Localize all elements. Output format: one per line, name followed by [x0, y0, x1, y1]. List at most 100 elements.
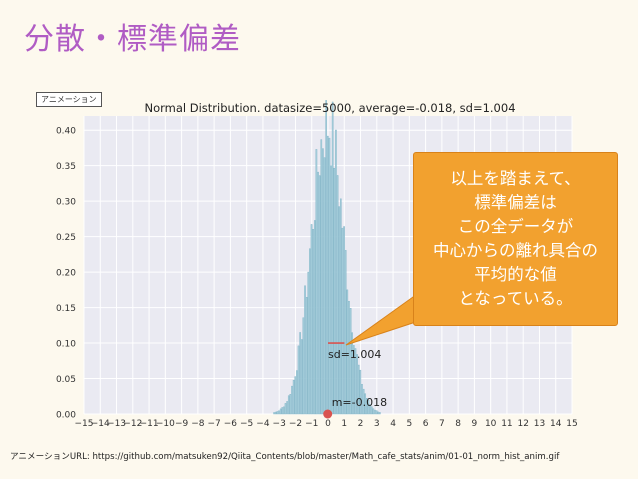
- x-tick-label: −4: [256, 419, 270, 429]
- x-tick-label: −9: [175, 419, 189, 429]
- histogram-bar: [317, 171, 319, 415]
- x-tick-label: −2: [289, 419, 302, 429]
- x-tick-label: −7: [207, 419, 220, 429]
- histogram-bar: [369, 404, 371, 415]
- x-tick-label: 4: [390, 419, 396, 429]
- histogram-bar: [335, 129, 337, 415]
- histogram-bar: [343, 226, 345, 415]
- histogram-bar: [367, 399, 370, 415]
- histogram-bar: [315, 149, 318, 415]
- y-tick-label: 0.10: [56, 340, 76, 350]
- histogram-bar: [362, 388, 365, 415]
- x-tick-label: −8: [191, 419, 205, 429]
- slide-title: 分散・標準偏差: [24, 22, 241, 57]
- histogram-bar: [279, 408, 282, 415]
- x-tick-label: 3: [374, 419, 380, 429]
- histogram-bar: [287, 395, 290, 415]
- histogram-bar: [302, 317, 305, 415]
- histogram-bar: [336, 175, 339, 415]
- x-tick-label: −1: [305, 419, 318, 429]
- x-tick-label: 6: [423, 419, 429, 429]
- histogram-bar: [338, 206, 341, 415]
- x-tick-label: −15: [75, 419, 94, 429]
- callout-line: この全データが: [457, 217, 574, 236]
- callout-line: 標準偏差は: [474, 193, 557, 212]
- x-tick-label: −10: [156, 419, 175, 429]
- histogram-bar: [320, 139, 323, 415]
- histogram-bar: [286, 401, 288, 415]
- x-tick-label: 15: [566, 419, 577, 429]
- histogram-bar: [313, 220, 316, 415]
- x-tick-label: 12: [517, 419, 528, 429]
- x-tick-label: 9: [472, 419, 478, 429]
- histogram-bar: [325, 100, 327, 415]
- histogram-bar: [281, 407, 284, 415]
- histogram-bar: [330, 165, 332, 415]
- x-tick-label: 7: [439, 419, 445, 429]
- histogram-bar: [296, 370, 298, 415]
- y-tick-label: 0.25: [56, 233, 76, 243]
- histogram-bar: [297, 345, 300, 415]
- histogram-bar: [310, 224, 313, 415]
- histogram-bar: [294, 376, 297, 415]
- histogram-bar: [375, 410, 378, 415]
- callout-line: 以上を踏まえて、: [450, 169, 581, 188]
- x-tick-label: 10: [485, 419, 497, 429]
- callout-line: 中心からの離れ具合の: [433, 241, 598, 260]
- histogram-bar: [370, 406, 373, 415]
- source-url: アニメーションURL: https://github.com/matsuken9…: [10, 452, 560, 462]
- histogram-bar: [366, 398, 368, 415]
- x-tick-label: 14: [550, 419, 562, 429]
- callout-line: 平均的な値: [474, 265, 557, 284]
- mean-marker: [323, 409, 333, 419]
- histogram-bar: [356, 354, 358, 415]
- x-tick-label: −11: [140, 419, 159, 429]
- histogram-bar: [304, 285, 306, 415]
- histogram-bar: [278, 410, 280, 415]
- x-tick-label: −3: [273, 419, 286, 429]
- callout-line: となっている。: [458, 289, 573, 308]
- histogram-bar: [312, 229, 314, 415]
- x-tick-label: 13: [534, 419, 545, 429]
- y-tick-label: 0.35: [56, 162, 76, 172]
- y-tick-label: 0.40: [56, 127, 76, 137]
- histogram-bar: [305, 297, 308, 415]
- x-tick-label: −5: [240, 419, 253, 429]
- x-tick-label: −6: [224, 419, 238, 429]
- histogram-bar: [323, 157, 326, 415]
- histogram-bar: [354, 348, 357, 415]
- histogram-bar: [326, 135, 329, 415]
- histogram-bar: [359, 369, 362, 415]
- histogram-bar: [284, 403, 287, 415]
- histogram-bar: [379, 412, 381, 415]
- y-tick-label: 0.15: [56, 304, 76, 314]
- y-tick-label: 0.05: [56, 375, 76, 385]
- histogram-bar: [374, 409, 376, 415]
- sd-label: sd=1.004: [328, 348, 381, 361]
- animation-label: アニメーション: [36, 92, 102, 107]
- x-tick-label: 2: [358, 419, 364, 429]
- x-tick-label: −12: [123, 419, 142, 429]
- histogram-bar: [372, 408, 375, 415]
- histogram-bar: [289, 394, 292, 415]
- histogram-bar: [357, 364, 360, 415]
- y-tick-label: 0.00: [56, 411, 76, 421]
- x-tick-label: 8: [455, 419, 461, 429]
- y-tick-label: 0.30: [56, 198, 76, 208]
- histogram-bar: [299, 332, 301, 415]
- histogram-bar: [273, 412, 275, 415]
- histogram-bar: [328, 137, 331, 415]
- histogram-bar: [364, 393, 367, 415]
- histogram-bar: [344, 250, 347, 415]
- histogram-bar: [361, 384, 363, 415]
- histogram-bar: [333, 167, 336, 415]
- x-tick-label: −13: [107, 419, 126, 429]
- histogram-bar: [309, 248, 311, 415]
- callout-box: 以上を踏まえて、 標準偏差は この全データが 中心からの離れ具合の 平均的な値 …: [413, 152, 618, 326]
- histogram-bar: [274, 411, 277, 415]
- x-tick-label: 0: [325, 419, 331, 429]
- x-tick-label: −14: [91, 419, 110, 429]
- histogram-bar: [322, 148, 324, 415]
- x-tick-label: 11: [501, 419, 512, 429]
- histogram-bar: [307, 271, 310, 415]
